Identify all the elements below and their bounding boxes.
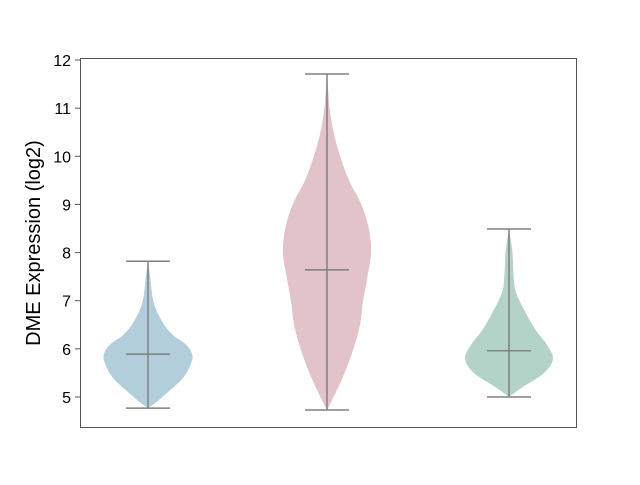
y-tick-label: 10 (53, 149, 71, 166)
y-tick-label: 11 (54, 101, 71, 118)
y-tick-label: 5 (62, 390, 71, 407)
plot-frame (80, 58, 577, 428)
y-tick-label: 6 (62, 342, 71, 359)
y-tick-label: 9 (62, 197, 71, 214)
y-tick-label: 8 (62, 246, 71, 263)
y-axis-label: DME Expression (log2) (23, 140, 45, 346)
y-tick-label: 7 (62, 294, 71, 311)
y-tick-label: 12 (53, 53, 71, 70)
